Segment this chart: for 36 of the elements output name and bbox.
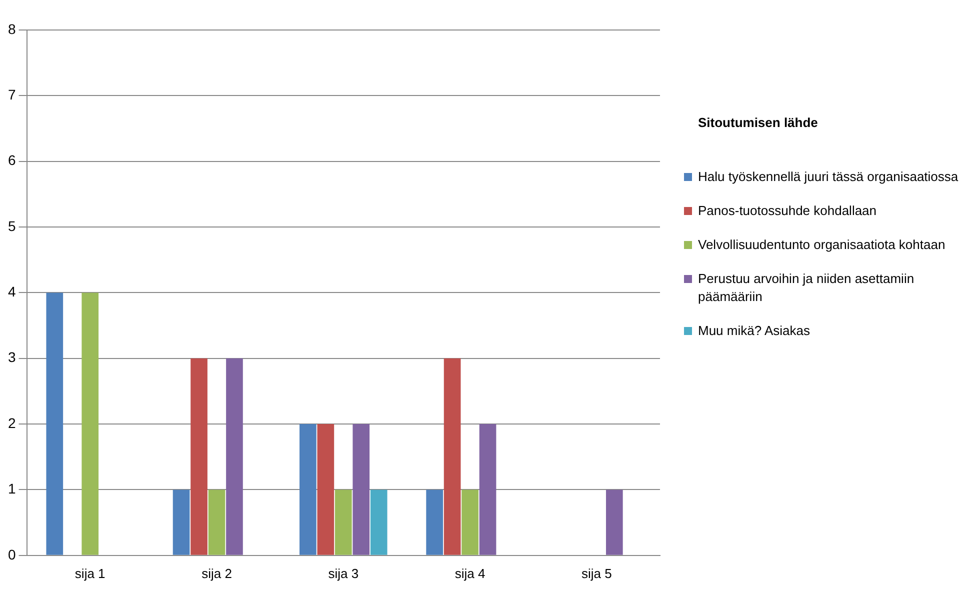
bar [208,490,226,555]
legend-label: Halu työskennellä juuri tässä organisaatiossa [698,168,958,186]
bar [82,292,99,555]
bar [462,490,478,555]
y-tick-label: 4 [8,284,16,300]
legend-title: Sitoutumisen lähde [698,115,819,130]
bar [317,424,334,555]
y-tick-label: 6 [8,152,16,168]
bar [300,424,316,555]
y-tick-label: 2 [8,414,16,431]
bar [334,490,352,555]
bar [606,490,623,555]
bar [352,424,370,555]
bar [444,358,461,555]
y-tick-label: 0 [8,546,16,562]
legend-label: Muu mikä? Asiakas [698,322,810,340]
x-tick-label: sija 2 [202,566,232,581]
bar [426,490,443,555]
y-tick-label: 7 [8,86,16,103]
y-tick-label: 8 [8,20,16,37]
bar [370,490,388,555]
x-tick-label: sija 3 [328,566,359,581]
x-tick-label: sija 1 [74,566,106,581]
x-tick-label: sija 4 [454,566,486,581]
x-tick-label: sija 5 [582,566,612,581]
y-tick-label: 1 [8,480,16,497]
bar [172,490,190,555]
y-tick-label: 5 [8,218,16,234]
bar [190,358,208,555]
y-tick-label: 3 [8,349,16,366]
legend-label: Perustuu arvoihin ja niiden asettamiin päämääriin [698,270,916,306]
bar [226,358,243,555]
bar [479,424,496,555]
bar [46,292,64,555]
legend-label: Panos-tuotossuhde kohdallaan [698,202,877,220]
legend-label: Velvollisuudentunto organisaatiota kohtaan [698,236,946,254]
